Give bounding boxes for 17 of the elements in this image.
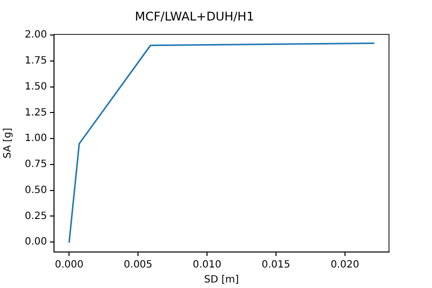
y-tick-label: 2.00 (24, 30, 47, 41)
x-tick-label: 0.000 (54, 260, 84, 271)
chart-title: MCF/LWAL+DUH/H1 (134, 9, 254, 24)
y-tick-label: 0.25 (24, 210, 47, 222)
x-tick-label: 0.020 (330, 260, 360, 271)
y-tick-label: 0.75 (24, 159, 47, 170)
y-tick-label: 1.75 (24, 55, 47, 66)
x-tick-label: 0.015 (262, 260, 290, 271)
y-tick-label: 0.50 (24, 184, 47, 196)
x-tick-label: 0.005 (124, 260, 152, 271)
y-tick-label: 1.50 (24, 81, 47, 92)
y-tick-label: 0.00 (24, 236, 47, 248)
x-axis-title: SD [m] (204, 274, 239, 286)
y-axis-title: SA [g] (2, 128, 14, 159)
y-tick-label: 1.25 (24, 107, 47, 118)
y-tick-label: 1.00 (24, 133, 47, 144)
x-tick-label: 0.010 (192, 260, 222, 271)
